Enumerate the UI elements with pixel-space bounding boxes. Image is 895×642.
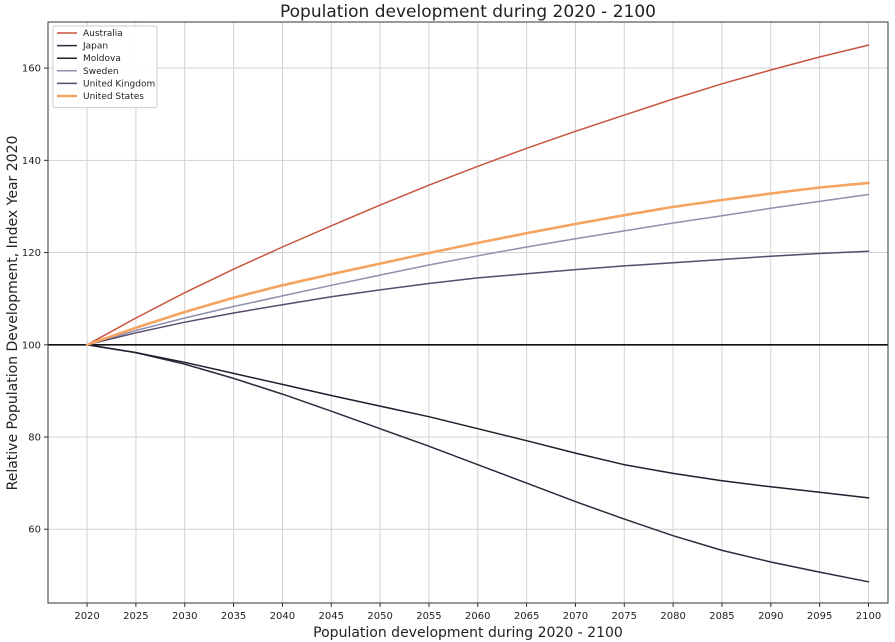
legend-label-moldova: Moldova [83,54,121,64]
x-tick-label: 2080 [660,611,685,622]
x-tick-label: 2060 [465,611,490,622]
x-tick-label: 2085 [709,611,734,622]
legend-label-united-kingdom: United Kingdom [83,79,155,89]
series-line-united-states [85,181,870,347]
x-tick-label: 2055 [416,611,441,622]
legend-box [52,25,158,109]
x-tick-label: 2045 [319,611,344,622]
y-tick-label: 120 [22,248,41,259]
x-tick-label: 2100 [856,611,881,622]
series-line-moldova [86,344,870,499]
x-tick-label: 2090 [758,611,783,622]
series-line-japan [86,344,870,583]
x-tick-labels: 2020 2025 2030 2035 2040 2045 2050 2055 2060 2065… [74,603,881,622]
series-layer [85,44,870,583]
legend-label-sweden: Sweden [83,67,119,77]
legend-label-japan: Japan [82,42,108,52]
x-tick-label: 2095 [807,611,832,622]
series-line-united-kingdom [86,250,870,346]
y-tick-label: 80 [28,433,41,444]
x-tick-label: 2065 [514,611,539,622]
legend-label-united-states: United States [83,92,144,102]
x-axis-title: Population development during 2020 - 210… [313,625,623,641]
y-tick-labels: 60 80 100 120 140 160 [22,64,48,536]
plot-frame [47,21,889,604]
y-axis-title: Relative Population Development, Index Y… [5,136,21,491]
series-line-sweden [86,193,870,346]
x-tick-label: 2050 [367,611,392,622]
x-tick-label: 2030 [172,611,197,622]
y-tick-label: 140 [22,156,41,167]
y-tick-label: 160 [22,64,41,75]
x-tick-label: 2035 [221,611,246,622]
chart-title: Population development during 2020 - 210… [280,2,656,22]
legend-label-australia: Australia [83,29,123,39]
x-tick-label: 2040 [270,611,295,622]
x-tick-label: 2075 [612,611,637,622]
series-line-australia [86,44,870,346]
x-tick-label: 2070 [563,611,588,622]
y-tick-label: 100 [22,340,41,351]
x-tick-label: 2020 [74,611,99,622]
legend: Australia Japan Moldova Sweden United Kingdo… [52,25,158,109]
x-tick-label: 2025 [123,611,148,622]
y-tick-label: 60 [28,525,41,536]
